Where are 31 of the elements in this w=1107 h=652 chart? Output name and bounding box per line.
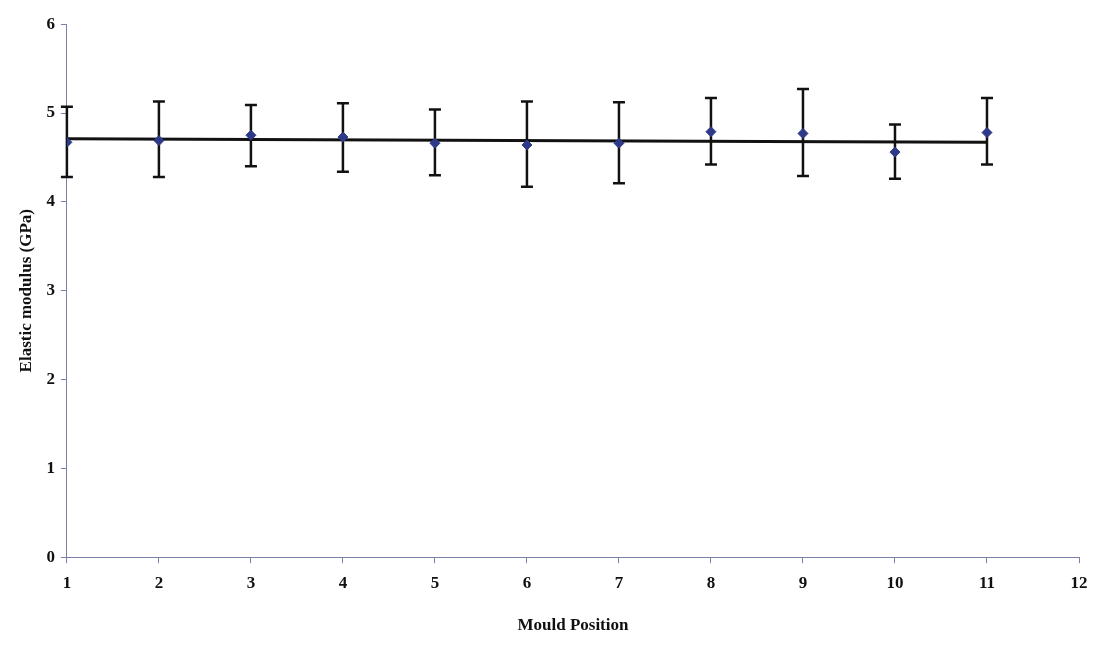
point <box>245 129 257 141</box>
x-tick-label: 2 <box>154 572 164 592</box>
x-tick-label: 10 <box>886 572 904 592</box>
y-tick-label: 5 <box>46 102 55 122</box>
x-tick-label: 7 <box>614 572 624 592</box>
point <box>429 137 441 149</box>
y-tick-label: 6 <box>46 13 55 33</box>
point <box>889 146 901 158</box>
x-tick-label: 9 <box>798 572 808 592</box>
x-tick-label: 3 <box>246 572 256 592</box>
point <box>797 127 809 139</box>
x-tick-label: 6 <box>522 572 532 592</box>
point <box>705 126 717 138</box>
y-tick-label: 4 <box>46 191 56 211</box>
x-tick-label: 11 <box>978 572 996 592</box>
x-tick-label: 5 <box>430 572 440 592</box>
point <box>981 127 993 139</box>
y-tick-label: 1 <box>46 457 55 477</box>
x-axis-title: Mould Position <box>517 615 629 635</box>
x-tick-label: 1 <box>62 572 72 592</box>
point <box>337 131 349 143</box>
y-tick-label: 0 <box>46 546 55 566</box>
point <box>613 137 625 149</box>
point <box>521 139 533 151</box>
point <box>153 135 165 147</box>
x-tick-label: 8 <box>706 572 716 592</box>
x-tick-label: 4 <box>338 572 348 592</box>
y-axis-title: Elastic modulus (GPa) <box>15 209 35 373</box>
x-tick-label: 12 <box>1070 572 1088 592</box>
y-tick-label: 3 <box>46 280 55 300</box>
y-tick-label: 2 <box>46 368 55 388</box>
